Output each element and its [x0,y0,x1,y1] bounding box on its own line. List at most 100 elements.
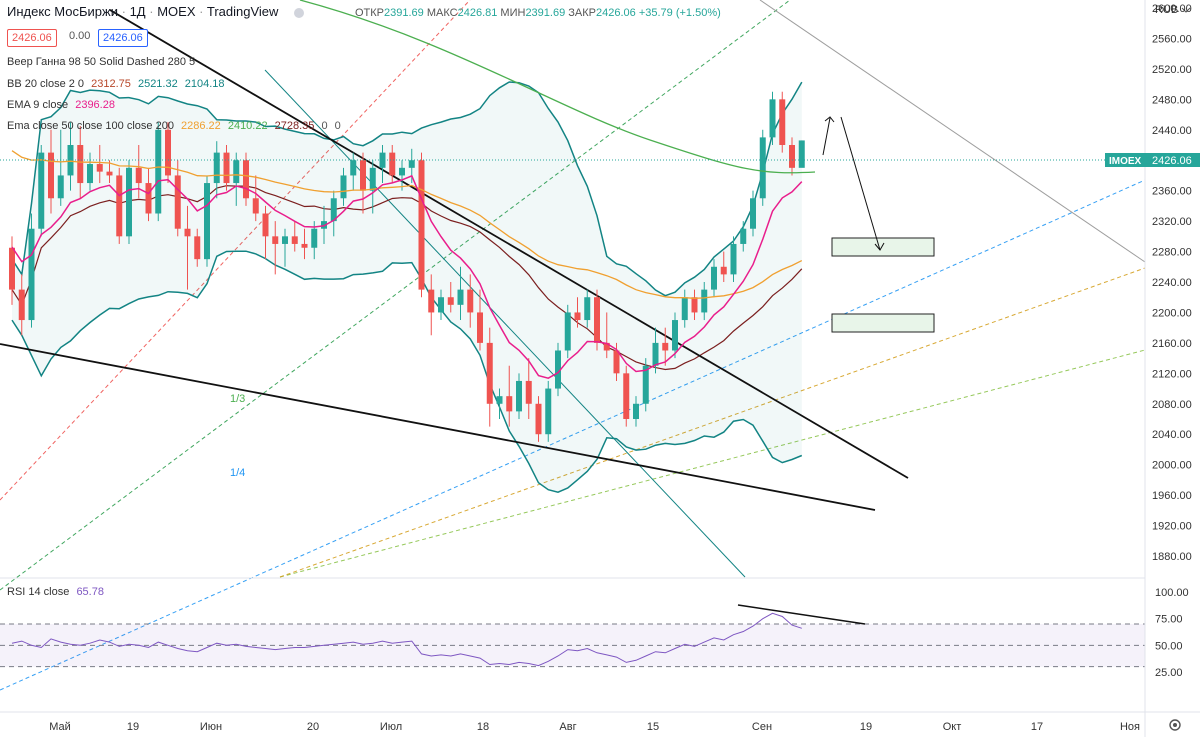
candle-body [360,160,366,191]
candle-body [672,320,678,351]
ema-triple-legend[interactable]: Ema close 50 close 100 close 200 2286.22… [7,120,341,132]
buy-price-box[interactable]: 2426.06 [98,29,148,47]
ema9-line [11,174,803,380]
high-label: МАКС [426,7,458,19]
bb-label: BB 20 close 2 0 [7,78,85,90]
ema-extra-value-2: 0 [334,120,341,132]
price-tick: 2320.00 [1152,216,1192,228]
candle-body [233,160,240,184]
time-tick: Ноя [1120,721,1140,733]
price-tick: 1960.00 [1152,490,1192,502]
candle-body [340,175,347,199]
candle-body [379,152,386,168]
candle-body [9,247,15,290]
candle-body [759,137,766,199]
price-tick: 2360.00 [1152,186,1192,198]
candle-body [126,167,132,237]
time-tick: Окт [943,721,962,733]
price-tick: 1880.00 [1152,551,1192,563]
bb-basis-line [11,185,803,371]
rsi-label: RSI 14 close [7,586,70,598]
rsi-value: 65.78 [76,586,104,598]
candle-body [750,198,756,229]
interval-label: 1Д [129,4,146,19]
time-tick: 20 [307,721,319,733]
time-tick: Июн [200,721,222,733]
candle-body [77,145,84,184]
ema100-value: 2410.22 [227,120,268,132]
candle-body [321,221,327,229]
candle-body [243,160,249,199]
candle-body [204,183,210,260]
candle-body [574,312,581,321]
candle-body [769,99,776,138]
candle-body [96,164,103,172]
candle-body [311,228,318,248]
candle-body [174,175,181,229]
gann-ray [0,179,1146,691]
ema9-legend[interactable]: EMA 9 close 2396.28 [7,99,115,111]
candle-body [691,297,698,313]
candle-body [584,297,591,321]
candle-body [418,160,425,290]
candle-body [399,167,405,176]
time-tick: Авг [559,721,576,733]
arrow-down [840,116,881,251]
arrow-down-head [874,242,885,251]
source-label: TradingView [206,4,279,19]
target-zone-lower [831,313,935,333]
candle-body [798,140,805,168]
bb-legend[interactable]: BB 20 close 2 0 2312.75 2521.32 2104.18 [7,78,225,90]
candle-body [369,167,376,191]
price-tick: 2080.00 [1152,399,1192,411]
candle-body [564,312,571,351]
time-tick: 17 [1031,721,1043,733]
ema100-line [299,0,816,174]
candle-body [262,213,269,237]
candle-body [555,350,561,389]
gann-label: Веер Ганна 98 50 Solid Dashed 280 5 [7,56,196,68]
candle-body [613,350,620,374]
candle-body [486,342,493,404]
candle-body [740,228,747,244]
candle-body [165,129,171,176]
time-tick: 19 [127,721,139,733]
price-tick: 2600.00 [1152,3,1192,15]
bb-upper-line [11,81,803,297]
status-dot-icon[interactable] [292,6,306,20]
gann-ray [279,349,1146,578]
candle-body [350,160,357,176]
bb-lower-value: 2104.18 [184,78,225,90]
candle-body [282,236,288,244]
candle-body [711,266,717,290]
candle-body [525,380,532,404]
gear-icon[interactable] [1169,719,1181,731]
rsi-tick: 100.00 [1155,587,1189,599]
open-label: ОТКР [355,7,385,19]
candle-body [545,388,552,435]
time-tick: Сен [752,721,772,733]
ema-triple-label: Ema close 50 close 100 close 200 [7,120,174,132]
candle-body [194,236,201,260]
symbol-title[interactable]: Индекс МосБиржи · 1Д · MOEX · TradingVie… [7,4,306,20]
gann-fan-legend[interactable]: Веер Ганна 98 50 Solid Dashed 280 5 [7,56,195,68]
sell-price-box[interactable]: 2426.06 [7,29,57,47]
time-tick: Май [49,721,71,733]
symbol-name: Индекс МосБиржи [7,4,118,19]
ema9-value: 2396.28 [75,99,115,111]
rsi-pane [0,577,1145,668]
close-value: 2426.06 [596,7,636,19]
time-axis[interactable]: Май 19 Июн 20 Июл 18 Авг 15 Сен 19 Окт 17 Ноя [0,711,1200,733]
gann-ray [0,0,471,501]
candle-body [57,175,64,199]
rsi-line [11,612,802,667]
rsi-legend[interactable]: RSI 14 close 65.78 [7,586,104,598]
gann-ray [279,267,1146,578]
ema50-value: 2286.22 [181,120,221,132]
high-value: 2426.81 [457,7,498,19]
rsi-tick: 50.00 [1155,640,1183,652]
ema50-line [11,150,803,299]
